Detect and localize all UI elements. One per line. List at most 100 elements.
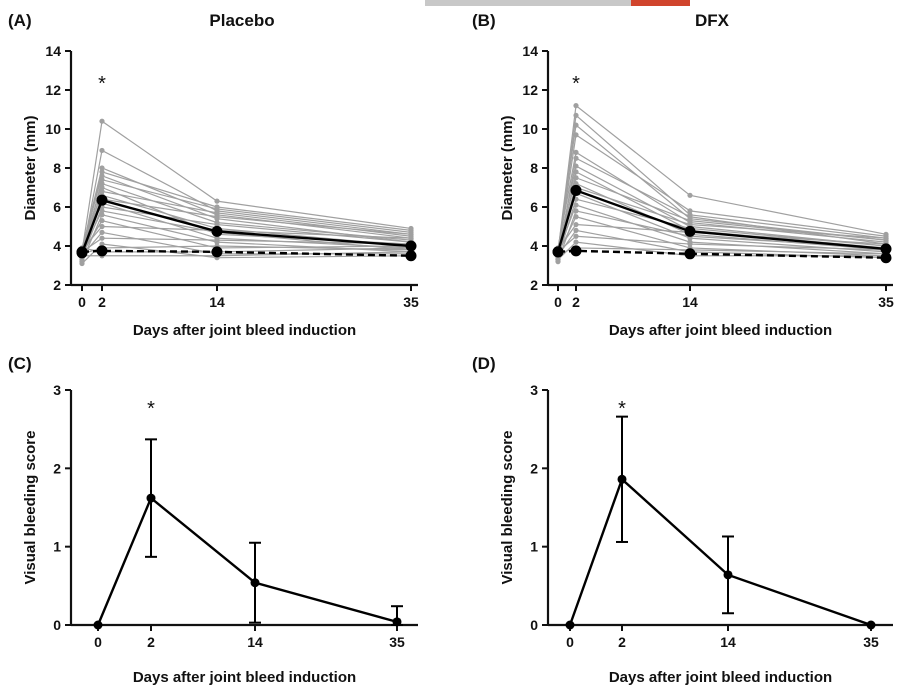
individual-point xyxy=(687,241,693,247)
individual-point xyxy=(573,208,579,214)
series-point xyxy=(96,194,108,206)
panel-label: (C) xyxy=(8,354,32,373)
x-tick-label: 14 xyxy=(209,294,225,310)
individual-point xyxy=(99,208,105,214)
y-tick-label: 14 xyxy=(45,43,61,59)
series-point xyxy=(146,493,156,503)
y-tick-label: 3 xyxy=(53,382,61,398)
x-tick-label: 35 xyxy=(878,294,894,310)
individual-point xyxy=(573,175,579,181)
y-tick-label: 10 xyxy=(522,121,538,137)
series-point xyxy=(250,578,260,588)
y-tick-label: 4 xyxy=(53,238,61,254)
individual-point xyxy=(99,212,105,218)
mean-series-line xyxy=(80,198,412,254)
individual-line xyxy=(557,235,887,253)
x-axis-label: Days after joint bleed induction xyxy=(133,669,356,686)
dashed-series-line xyxy=(81,249,412,257)
individual-point xyxy=(687,221,693,228)
individual-point xyxy=(99,169,105,175)
series-point xyxy=(93,620,103,630)
series-point xyxy=(617,474,627,484)
y-tick-label: 2 xyxy=(53,277,61,293)
series-point xyxy=(211,225,223,237)
panel-3: (C) 0 1 2 3 0 2 14 35 Days after joint bleed indu… xyxy=(8,354,418,686)
individual-line xyxy=(557,247,887,255)
individual-point xyxy=(99,241,105,247)
individual-line xyxy=(557,165,887,252)
individual-point xyxy=(99,229,105,235)
significance-asterisk: * xyxy=(618,398,626,420)
series-point xyxy=(565,620,575,630)
y-tick-label: 12 xyxy=(522,82,538,98)
individual-line xyxy=(81,225,412,251)
individual-point xyxy=(573,227,579,233)
individual-line xyxy=(557,176,887,251)
individual-point xyxy=(573,122,579,128)
series-point xyxy=(552,246,564,258)
individual-point xyxy=(573,149,579,155)
y-tick-label: 6 xyxy=(53,199,61,215)
individual-point xyxy=(99,147,105,154)
individual-point xyxy=(99,165,105,171)
x-tick-label: 14 xyxy=(682,294,698,310)
y-tick-label: 8 xyxy=(53,160,61,176)
individual-point xyxy=(214,214,220,220)
individual-point xyxy=(573,132,579,138)
x-tick-label: 0 xyxy=(78,294,86,310)
mean-series-line xyxy=(568,477,872,627)
individual-point xyxy=(214,206,220,212)
individual-line xyxy=(557,133,887,254)
individual-line xyxy=(81,245,412,255)
y-tick-label: 8 xyxy=(530,160,538,176)
series-point xyxy=(405,240,417,252)
individual-point xyxy=(573,169,579,175)
x-tick-label: 0 xyxy=(554,294,562,310)
individual-point xyxy=(214,221,220,228)
individual-point xyxy=(573,233,579,239)
individual-point xyxy=(79,260,85,267)
x-tick-label: 2 xyxy=(147,634,155,650)
series-point xyxy=(405,250,417,262)
individual-line xyxy=(81,149,412,256)
y-axis-label: Diameter (mm) xyxy=(22,115,39,220)
x-tick-label: 2 xyxy=(572,294,580,310)
significance-asterisk: * xyxy=(147,398,155,420)
individual-point xyxy=(687,218,693,224)
individual-point xyxy=(573,221,579,228)
individual-line xyxy=(81,167,412,251)
individual-point xyxy=(214,198,220,204)
individual-point xyxy=(687,214,693,220)
y-tick-label: 1 xyxy=(53,539,61,555)
individual-point xyxy=(408,231,414,237)
individual-point xyxy=(99,173,105,179)
individual-line xyxy=(81,237,412,253)
individual-line xyxy=(81,190,412,251)
individual-point xyxy=(99,188,105,194)
individual-line xyxy=(557,223,887,251)
individual-line xyxy=(557,104,887,252)
individual-point xyxy=(687,192,693,198)
significance-asterisk: * xyxy=(572,73,580,95)
series-point xyxy=(96,245,108,257)
individual-point xyxy=(573,181,579,187)
series-point xyxy=(76,246,88,258)
series-point xyxy=(880,243,892,255)
series-point xyxy=(866,620,876,630)
mean-series-line xyxy=(96,496,398,626)
individual-point xyxy=(214,210,220,216)
panel-label: (D) xyxy=(472,354,496,373)
y-tick-label: 2 xyxy=(530,277,538,293)
individual-line xyxy=(81,182,412,253)
individual-point xyxy=(573,155,579,161)
x-tick-label: 35 xyxy=(403,294,419,310)
y-tick-label: 12 xyxy=(45,82,61,98)
chart-title: Placebo xyxy=(209,11,274,30)
individual-point xyxy=(408,235,414,241)
series-point xyxy=(684,248,696,260)
individual-point xyxy=(555,257,561,263)
y-axis-label: Diameter (mm) xyxy=(499,115,516,220)
y-axis-label: Visual bleeding score xyxy=(499,431,516,585)
